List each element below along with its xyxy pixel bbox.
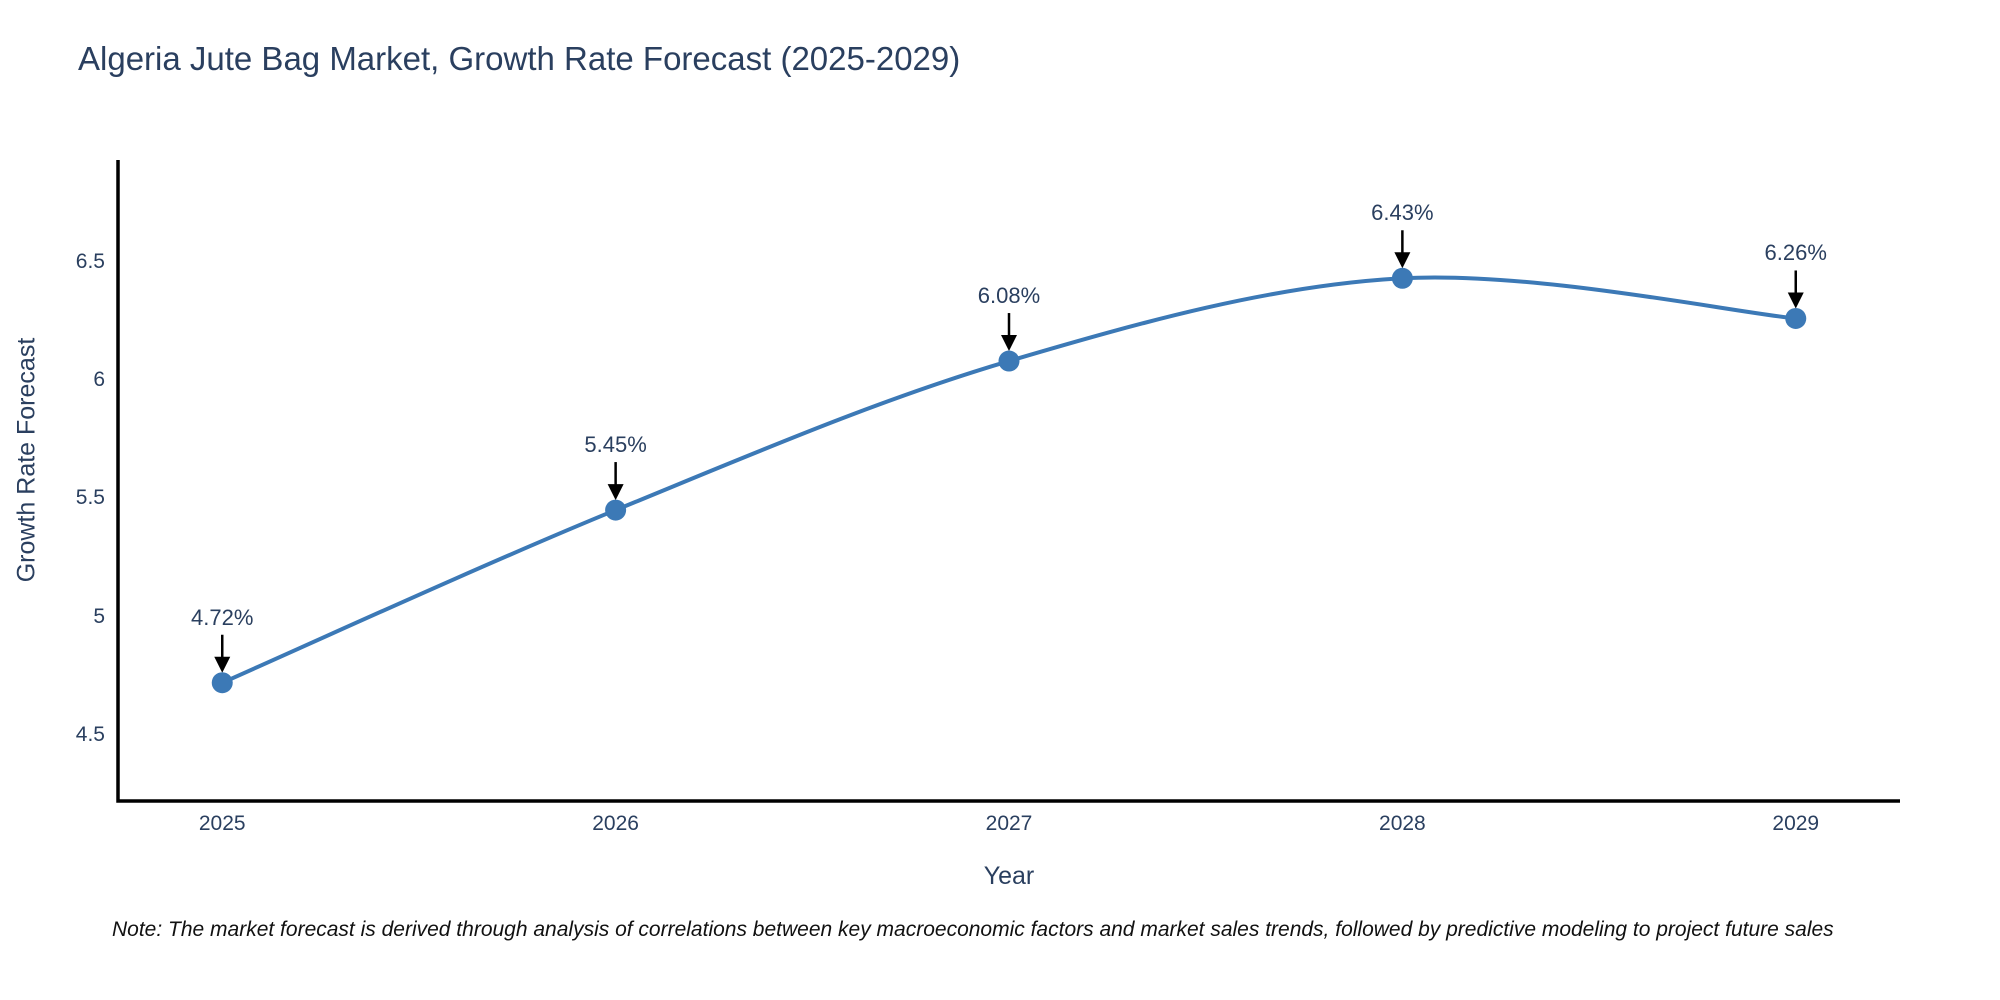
data-point-marker [1785,307,1807,329]
data-point-marker [1391,267,1413,289]
data-point-marker [998,350,1020,372]
x-axis-title: Year [983,862,1035,890]
data-point-marker [605,499,627,521]
y-axis-title: Growth Rate Forecast [12,337,41,583]
annotation-arrow-head [1394,252,1411,269]
axis-frame [116,160,1900,803]
annotation-arrow-head [214,656,231,673]
footnote: Note: The market forecast is derived thr… [112,918,1834,941]
annotation-arrow-head [607,484,624,501]
chart-title: Algeria Jute Bag Market, Growth Rate For… [78,40,961,77]
annotation-arrow-head [1787,292,1804,309]
data-point-marker [211,672,233,694]
annotation-arrow-head [1001,335,1017,352]
